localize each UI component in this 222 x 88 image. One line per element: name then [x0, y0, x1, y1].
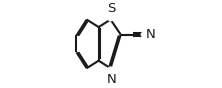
Text: N: N: [146, 28, 156, 41]
Ellipse shape: [108, 16, 114, 21]
Text: S: S: [107, 2, 116, 15]
Text: N: N: [107, 73, 116, 86]
Ellipse shape: [141, 32, 147, 37]
Ellipse shape: [108, 67, 114, 72]
